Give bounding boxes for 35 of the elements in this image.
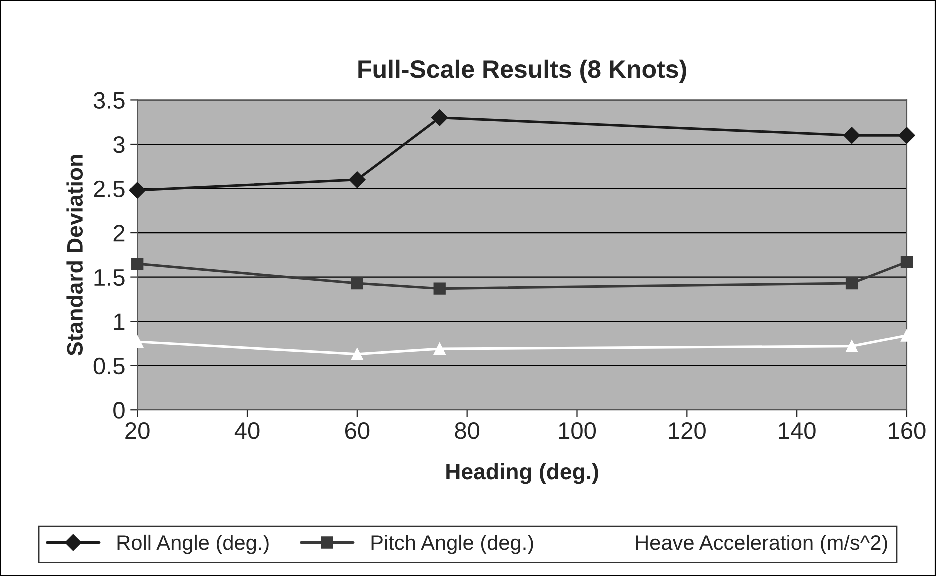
- point: [898, 127, 916, 144]
- y-tick-label: 2.5: [94, 180, 125, 198]
- point: [431, 110, 448, 126]
- point: [349, 172, 366, 188]
- point: [351, 348, 364, 360]
- x-tick-label: 20: [126, 422, 150, 440]
- x-tick-label: 160: [889, 422, 926, 440]
- x-axis-title: Heading (deg.): [446, 463, 598, 484]
- point: [351, 277, 364, 290]
- x-tick-label: 40: [234, 422, 260, 440]
- point: [132, 258, 144, 270]
- point: [434, 282, 446, 295]
- y-tick-label: 0.5: [94, 358, 125, 375]
- point: [129, 182, 146, 199]
- legend-label: Pitch Angle (deg.): [372, 534, 534, 554]
- x-tick-label: 100: [559, 422, 596, 440]
- text: Heave Acceleration (m/s^2): [636, 534, 888, 554]
- x-tick-label: 60: [345, 422, 370, 440]
- x-tick-label: 140: [779, 422, 816, 440]
- y-tick-label: 0: [114, 402, 125, 419]
- x-tick-label: 80: [455, 422, 480, 440]
- y-axis-title: Standard Deviation: [66, 155, 84, 356]
- point: [434, 342, 446, 356]
- point: [846, 340, 858, 352]
- y-tick-label: 1.5: [94, 270, 125, 286]
- y-tick-label: 3.5: [94, 92, 125, 110]
- point: [846, 277, 858, 290]
- point: [844, 127, 860, 144]
- y-tick-label: 2: [114, 225, 125, 242]
- y-tick-label: 1: [114, 314, 125, 330]
- chart-title: Full-Scale Results (8 Knots): [358, 60, 686, 84]
- y-tick-label: 3: [114, 136, 125, 154]
- legend-label: Roll Angle (deg.): [118, 534, 269, 554]
- x-tick-label: 120: [669, 422, 706, 440]
- point: [900, 256, 914, 268]
